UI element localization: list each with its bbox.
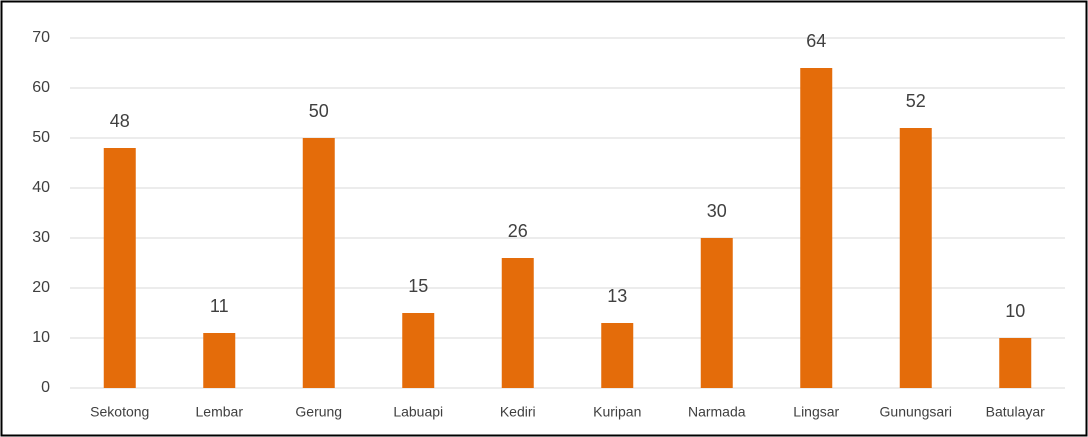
y-tick-label: 10 [32, 329, 50, 346]
x-tick-label: Sekotong [90, 404, 149, 420]
x-tick-label: Lingsar [793, 404, 839, 420]
value-label: 10 [1005, 301, 1025, 321]
value-label: 15 [408, 276, 428, 296]
value-label: 50 [309, 101, 329, 121]
value-label: 48 [110, 111, 130, 131]
bar [302, 138, 335, 388]
y-tick-label: 40 [32, 179, 50, 196]
x-tick-label: Kediri [500, 404, 536, 420]
value-label: 30 [707, 201, 727, 221]
y-tick-label: 30 [32, 229, 50, 246]
y-tick-label: 0 [41, 379, 50, 396]
bar [899, 128, 932, 388]
bar [601, 323, 634, 388]
bar [999, 338, 1032, 388]
bar [103, 148, 136, 388]
bar [501, 258, 534, 388]
x-tick-label: Labuapi [393, 404, 443, 420]
y-tick-label: 70 [32, 29, 50, 46]
x-tick-label: Gerung [295, 404, 342, 420]
value-label: 52 [906, 91, 926, 111]
bar [800, 68, 833, 388]
y-tick-label: 60 [32, 79, 50, 96]
value-label: 13 [607, 286, 627, 306]
value-label: 26 [508, 221, 528, 241]
bar [402, 313, 435, 388]
value-label: 11 [210, 296, 229, 316]
y-tick-label: 20 [32, 279, 50, 296]
x-tick-label: Narmada [688, 404, 746, 420]
x-tick-label: Gunungsari [880, 404, 952, 420]
x-tick-label: Kuripan [593, 404, 641, 420]
bar [700, 238, 733, 388]
value-label: 64 [806, 31, 826, 51]
x-tick-label: Lembar [196, 404, 244, 420]
y-tick-label: 50 [32, 129, 50, 146]
bar [203, 333, 236, 388]
x-tick-label: Batulayar [986, 404, 1045, 420]
